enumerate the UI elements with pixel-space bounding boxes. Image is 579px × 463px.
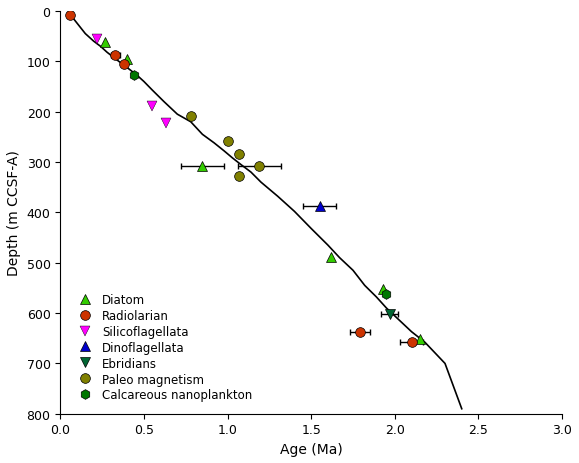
X-axis label: Age (Ma): Age (Ma): [280, 442, 343, 456]
Legend: Diatom, Radiolarian, Silicoflagellata, Dinoflagellata, Ebridians, Paleo magnetis: Diatom, Radiolarian, Silicoflagellata, D…: [71, 291, 254, 404]
Y-axis label: Depth (m CCSF-A): Depth (m CCSF-A): [7, 150, 21, 275]
